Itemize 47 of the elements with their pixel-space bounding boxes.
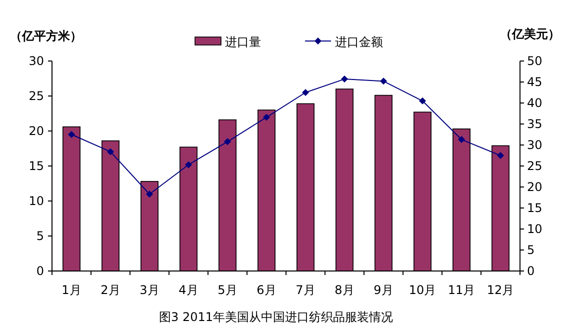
y-tick-label: 30 bbox=[28, 54, 44, 68]
x-tick-label: 4月 bbox=[178, 283, 198, 297]
y2-tick-label: 20 bbox=[527, 180, 542, 194]
x-tick-label: 5月 bbox=[218, 283, 238, 297]
y2-axis-title: （亿美元） bbox=[500, 27, 560, 41]
y-tick-label: 25 bbox=[28, 89, 44, 103]
point bbox=[302, 89, 309, 96]
point bbox=[224, 138, 231, 146]
x-tick-label: 6月 bbox=[256, 283, 276, 297]
y2-tick-label: 40 bbox=[527, 96, 542, 110]
y-tick-label: 5 bbox=[36, 229, 44, 243]
y-tick-label: 15 bbox=[28, 159, 44, 173]
x-tick-label: 7月 bbox=[296, 283, 316, 297]
point bbox=[458, 136, 465, 144]
point bbox=[185, 161, 192, 168]
x-tick-label: 11月 bbox=[448, 283, 476, 297]
point bbox=[146, 190, 153, 198]
x-tick-label: 3月 bbox=[140, 283, 160, 297]
x-tick-label: 12月 bbox=[486, 283, 514, 297]
y-tick-label: 0 bbox=[36, 264, 44, 278]
x-tick-label: 10月 bbox=[408, 283, 436, 297]
y2-tick-label: 45 bbox=[527, 75, 542, 89]
point bbox=[497, 152, 504, 159]
y2-tick-label: 25 bbox=[527, 159, 542, 173]
x-tick-label: 1月 bbox=[62, 283, 82, 297]
point bbox=[380, 78, 387, 85]
y-axis-title: （亿平方米） bbox=[10, 29, 82, 43]
y2-tick-label: 10 bbox=[527, 222, 542, 236]
x-tick-label: 9月 bbox=[374, 283, 394, 297]
y2-tick-label: 35 bbox=[527, 117, 542, 131]
x-tick-label: 8月 bbox=[334, 283, 354, 297]
y2-tick-label: 50 bbox=[527, 54, 542, 68]
y-tick-label: 20 bbox=[28, 124, 44, 138]
legend-label: 进口量 bbox=[225, 35, 261, 49]
y-tick-label: 10 bbox=[28, 194, 44, 208]
y2-tick-label: 30 bbox=[527, 138, 542, 152]
legend-label: 进口金额 bbox=[335, 35, 383, 49]
x-tick-label: 2月 bbox=[100, 283, 120, 297]
point bbox=[107, 148, 114, 156]
y2-tick-label: 0 bbox=[527, 264, 535, 278]
point bbox=[341, 76, 348, 83]
point bbox=[68, 131, 75, 138]
text: 图3 2011年美国从中国进口纺织品服装情况 bbox=[159, 310, 393, 324]
y2-tick-label: 15 bbox=[527, 201, 542, 215]
point bbox=[419, 97, 426, 104]
point bbox=[263, 114, 270, 121]
y2-tick-label: 5 bbox=[527, 243, 535, 257]
